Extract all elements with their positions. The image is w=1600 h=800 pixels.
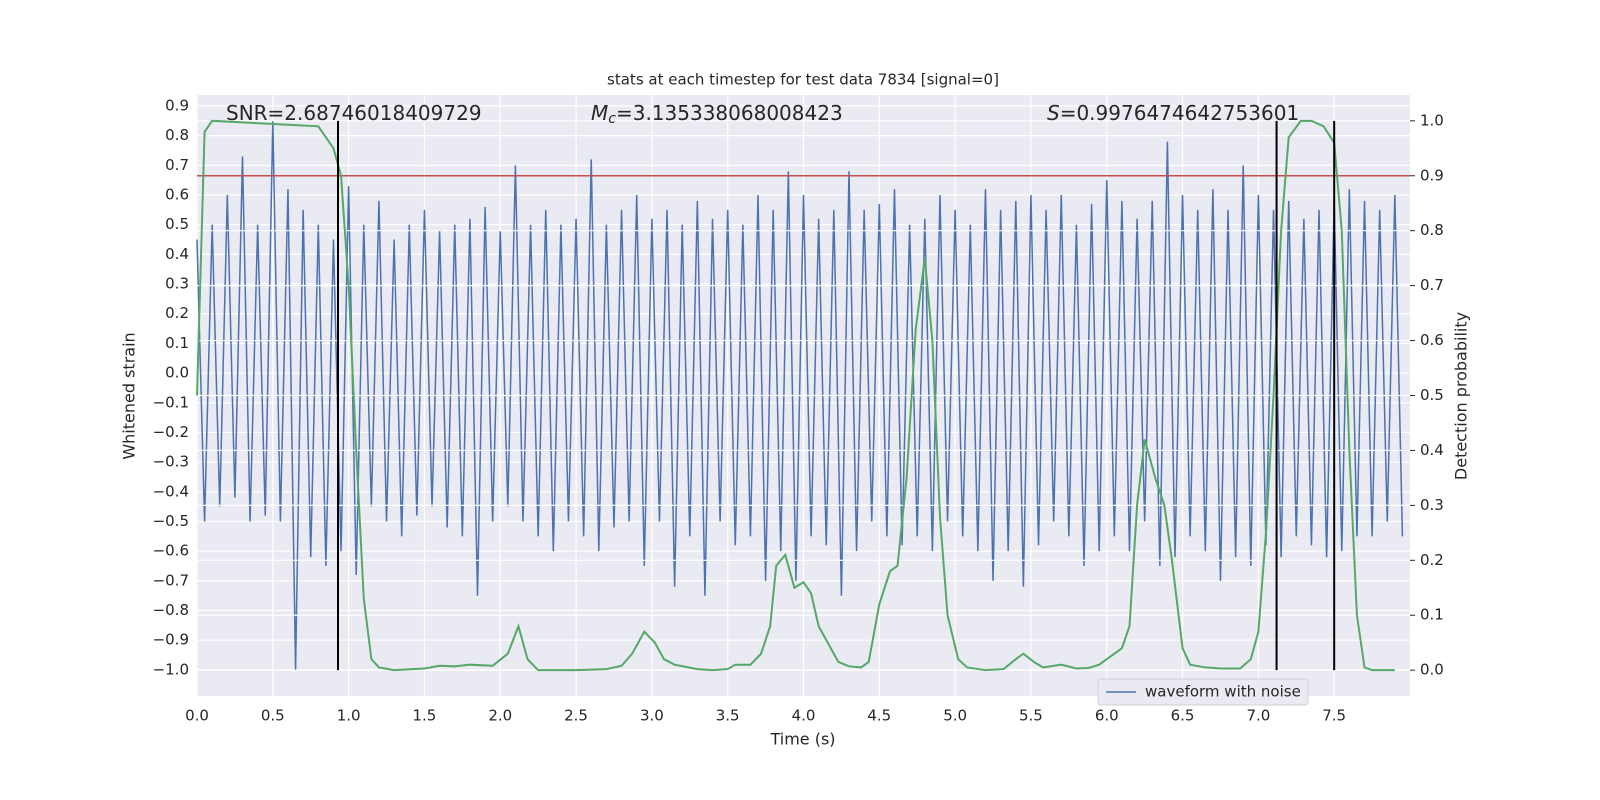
x-axis-label: Time (s) xyxy=(769,730,835,749)
annotation: Mc=3.135338068008423 xyxy=(591,101,843,128)
y2-tick-label: 1.0 xyxy=(1420,111,1444,129)
annotation-text: =3.135338068008423 xyxy=(616,101,843,125)
y2-tick-label: 0.6 xyxy=(1420,331,1444,349)
data-line xyxy=(196,120,1404,670)
y2-tick-label: 0.1 xyxy=(1420,606,1444,624)
y-tick-label: 0.1 xyxy=(165,334,189,352)
legend-label: waveform with noise xyxy=(1145,683,1301,701)
x-tick-label: 0.0 xyxy=(185,707,209,725)
x-tick-label: 1.5 xyxy=(413,707,437,725)
annotation: SNR=2.68746018409729 xyxy=(226,101,482,125)
y2-tick-label: 0.2 xyxy=(1420,551,1444,569)
legend-box xyxy=(1097,678,1309,706)
y-tick-label: −0.1 xyxy=(153,393,189,411)
x-tick-label: 4.0 xyxy=(792,707,816,725)
y-tick-label: 0.6 xyxy=(165,186,189,204)
data-line xyxy=(196,119,1395,672)
y2-tick-label: 0.3 xyxy=(1420,496,1444,514)
x-tick-label: 1.0 xyxy=(337,707,361,725)
x-tick-label: 2.5 xyxy=(564,707,588,725)
x-tick-label: 4.5 xyxy=(867,707,891,725)
y2-tick-label: 0.9 xyxy=(1420,166,1444,184)
y-tick-label: −0.2 xyxy=(153,423,189,441)
chart-title: stats at each timestep for test data 783… xyxy=(607,71,999,89)
annotation: S=0.9976474642753601 xyxy=(1047,101,1299,125)
y-tick-label: −0.7 xyxy=(153,571,189,589)
annotation-symbol: M xyxy=(591,101,608,125)
y-tick-label: −0.8 xyxy=(153,601,189,619)
y-tick-label: −0.9 xyxy=(153,631,189,649)
annotation-subscript: c xyxy=(608,111,616,127)
y2-tick-label: 0.4 xyxy=(1420,441,1444,459)
y-tick-label: 0.4 xyxy=(165,245,189,263)
y2-tick-label: 0.8 xyxy=(1420,221,1444,239)
x-tick-label: 6.0 xyxy=(1095,707,1119,725)
x-tick-label: 2.0 xyxy=(488,707,512,725)
y-tick-label: 0.8 xyxy=(165,126,189,144)
y2-tick-label: 0.5 xyxy=(1420,386,1444,404)
y-tick-label: −0.3 xyxy=(153,453,189,471)
x-tick-label: 7.5 xyxy=(1322,707,1346,725)
x-tick-label: 7.0 xyxy=(1246,707,1270,725)
y2-tick-label: 0.7 xyxy=(1420,276,1444,294)
annotation-text: SNR=2.68746018409729 xyxy=(226,101,482,125)
x-tick-label: 0.5 xyxy=(261,707,285,725)
y2-tick-label: 0.0 xyxy=(1420,661,1444,679)
y-tick-label: 0.9 xyxy=(165,96,189,114)
x-tick-label: 5.0 xyxy=(943,707,967,725)
annotation-symbol: S xyxy=(1047,101,1060,125)
y-tick-label: 0.3 xyxy=(165,275,189,293)
y-tick-label: 0.7 xyxy=(165,156,189,174)
y-tick-label: −0.5 xyxy=(153,512,189,530)
y-tick-label: −0.4 xyxy=(153,482,189,500)
y-axis-label: Whitened strain xyxy=(120,332,139,459)
y-tick-label: 0.0 xyxy=(165,364,189,382)
y-tick-label: −0.6 xyxy=(153,542,189,560)
annotation-text: =0.9976474642753601 xyxy=(1060,101,1299,125)
y-tick-label: 0.2 xyxy=(165,304,189,322)
x-tick-label: 3.5 xyxy=(716,707,740,725)
x-tick-label: 5.5 xyxy=(1019,707,1043,725)
y-tick-label: −1.0 xyxy=(153,660,189,678)
x-tick-label: 6.5 xyxy=(1171,707,1195,725)
y2-axis-label: Detection probability xyxy=(1452,312,1471,480)
y-tick-label: 0.5 xyxy=(165,215,189,233)
x-tick-label: 3.0 xyxy=(640,707,664,725)
